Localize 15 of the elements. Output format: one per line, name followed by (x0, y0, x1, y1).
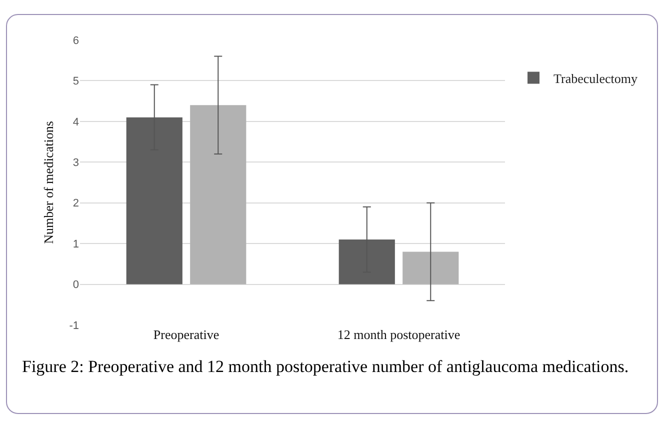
legend-label: Trabeculectomy (554, 70, 638, 86)
y-tick-label: 1 (72, 238, 79, 250)
x-tick-label: 12 month postoperative (337, 327, 460, 342)
y-tick-label: -1 (69, 320, 79, 332)
y-tick-label: 3 (72, 156, 79, 169)
y-tick-label: 2 (72, 198, 79, 210)
bar (402, 252, 459, 284)
y-tick-label: 4 (72, 116, 79, 128)
x-tick-label: Preoperative (153, 327, 220, 342)
caption: Figure 2: Preoperative and 12 month postoperative number of antiglaucoma medications. (22, 356, 630, 377)
y-tick-label: 0 (72, 279, 79, 292)
y-tick-label: 5 (72, 76, 79, 88)
bar (190, 105, 246, 284)
y-axis-title: Number of medications (41, 121, 56, 244)
y-tick-label: 6 (72, 34, 79, 47)
